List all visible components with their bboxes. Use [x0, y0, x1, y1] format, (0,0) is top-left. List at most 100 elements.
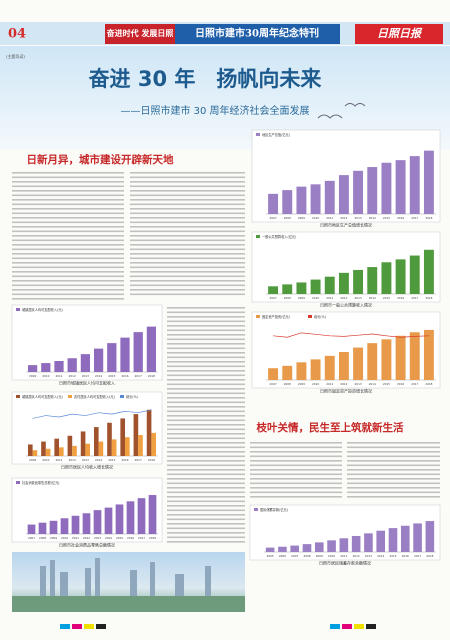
bar [367, 267, 378, 294]
bar [49, 520, 58, 534]
legend-label: 居民储蓄存款(亿元) [260, 507, 288, 512]
legend-swatch [16, 308, 20, 311]
x-tick-label: 2014 [369, 216, 376, 220]
bar [367, 167, 378, 214]
bar [111, 439, 117, 456]
legend-label: 固定资产投资(亿元) [262, 314, 290, 319]
bar [120, 337, 130, 372]
bar [32, 450, 38, 456]
x-tick-label: 2018 [426, 554, 433, 558]
bar [82, 513, 91, 534]
x-tick-label: 2008 [284, 382, 291, 386]
bar [413, 523, 422, 552]
x-tick-label: 2018 [148, 458, 155, 462]
bar [423, 249, 434, 294]
x-tick-label: 2018 [148, 374, 155, 378]
x-tick-label: 2009 [298, 296, 305, 300]
bar [146, 409, 152, 456]
bar [115, 504, 124, 534]
bar [296, 282, 307, 294]
bar [41, 363, 51, 372]
chart-caption: 日照市居民人均收入增长情况 [61, 464, 113, 470]
legend-label: 社会消费品零售总额(亿元) [22, 480, 60, 485]
bar [353, 170, 364, 214]
x-tick-label: 2017 [138, 536, 145, 540]
x-tick-label: 2013 [355, 296, 362, 300]
bar [409, 332, 420, 380]
slogan: 奋进时代 发展日照 [106, 28, 174, 38]
bar [400, 525, 410, 552]
x-tick-label: 2011 [326, 382, 333, 386]
x-tick-label: 2007 [291, 554, 298, 558]
title-box [175, 24, 340, 44]
bar [85, 443, 91, 456]
bar [324, 276, 335, 294]
legend-label: 地区生产总值(亿元) [262, 132, 290, 137]
x-tick-label: 2010 [328, 554, 335, 558]
x-tick-label: 2018 [425, 296, 432, 300]
bar [353, 347, 364, 380]
x-tick-label: 2008 [284, 296, 291, 300]
x-tick-label: 2011 [340, 554, 347, 558]
bar [93, 510, 102, 534]
bar [71, 515, 80, 534]
special-title: 日照市建市30周年纪念特刊 [195, 27, 319, 40]
x-tick-label: 2011 [326, 216, 333, 220]
legend-swatch [254, 508, 258, 511]
x-tick-label: 2007 [270, 382, 277, 386]
legend-swatch [308, 315, 312, 318]
bar [265, 547, 275, 552]
x-tick-label: 2008 [39, 536, 46, 540]
bar [395, 335, 406, 380]
bar [310, 279, 321, 294]
x-tick-label: 2016 [121, 374, 128, 378]
bar [148, 495, 157, 534]
bar [314, 542, 324, 552]
x-tick-label: 2010 [312, 216, 319, 220]
x-tick-label: 2014 [369, 382, 376, 386]
slogan-box [105, 24, 175, 44]
section-label: (主题导读) [6, 53, 26, 59]
x-tick-label: 2005 [267, 554, 274, 558]
legend-label: 增长(%) [314, 314, 326, 319]
seagull [344, 103, 366, 107]
line-series [273, 332, 429, 338]
bar [423, 150, 434, 214]
line-series [32, 409, 152, 419]
x-tick-label: 2015 [108, 374, 115, 378]
legend-label: 一般公共预算收入(亿元) [262, 234, 296, 239]
bar [67, 358, 77, 372]
x-tick-label: 2009 [29, 374, 36, 378]
x-tick-label: 2015 [116, 536, 123, 540]
bar [296, 186, 307, 214]
bar [268, 368, 279, 380]
bar [107, 343, 117, 372]
x-tick-label: 2010 [312, 382, 319, 386]
x-tick-label: 2016 [402, 554, 409, 558]
x-tick-label: 2011 [326, 296, 333, 300]
bar [38, 522, 47, 534]
bar [107, 422, 112, 456]
legend-swatch [120, 395, 124, 398]
bar [27, 365, 38, 372]
bar [376, 530, 386, 552]
skyline [40, 558, 211, 596]
text-block [250, 440, 342, 500]
x-tick-label: 2014 [105, 536, 112, 540]
legend-swatch [256, 235, 260, 238]
x-tick-label: 2018 [149, 536, 156, 540]
x-tick-label: 2017 [411, 382, 418, 386]
x-tick-label: 2007 [270, 216, 277, 220]
legend-swatch [16, 481, 20, 484]
x-tick-label: 2018 [425, 382, 432, 386]
bar [367, 343, 378, 380]
x-tick-label: 2013 [82, 374, 89, 378]
text-block [347, 440, 440, 500]
bar [324, 355, 335, 380]
bar [137, 498, 146, 534]
seagull [317, 114, 343, 119]
text-block [167, 305, 245, 543]
x-tick-label: 2012 [340, 296, 347, 300]
bar [351, 535, 361, 552]
bar [381, 339, 392, 380]
